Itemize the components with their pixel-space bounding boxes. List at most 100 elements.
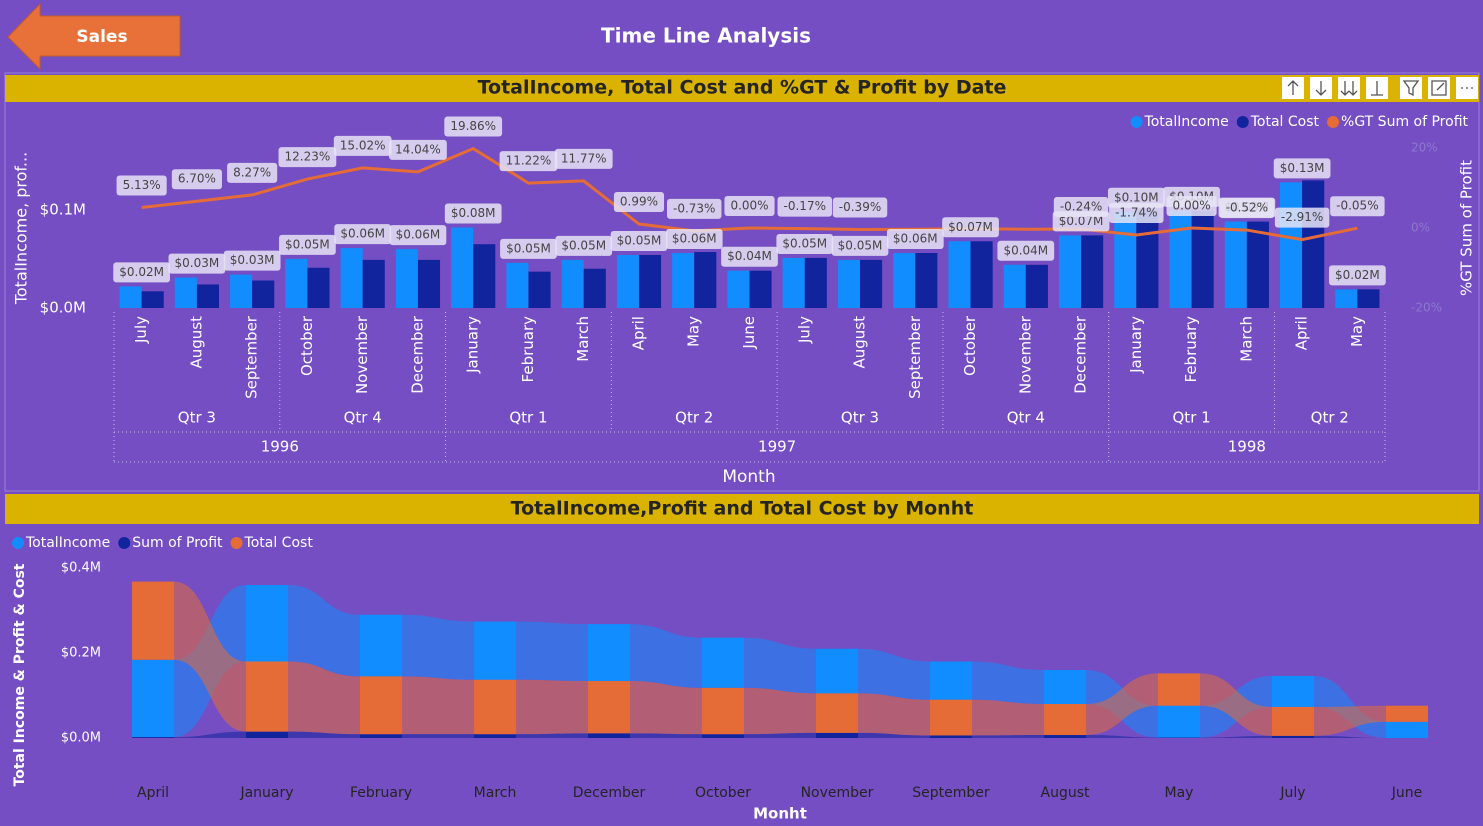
- x-tick-label: January: [239, 785, 293, 801]
- x-tick-label: August: [851, 316, 869, 369]
- data-label: -0.05%: [1336, 199, 1378, 213]
- data-label-bg: [389, 225, 447, 246]
- x-tick-label: October: [298, 315, 316, 376]
- data-label: 15.02%: [340, 138, 386, 152]
- x-tick-label: August: [1041, 785, 1091, 801]
- year-label: 1997: [758, 438, 796, 456]
- data-label: $0.05M: [617, 233, 662, 247]
- x-tick-label: February: [350, 785, 412, 801]
- bar: [528, 271, 551, 308]
- data-label: 0.99%: [620, 195, 658, 209]
- quarter-label: Qtr 4: [344, 409, 382, 427]
- x-tick-label: June: [740, 316, 758, 350]
- toolbar-button[interactable]: [1400, 77, 1422, 99]
- bar: [119, 286, 142, 308]
- ribbon: [1200, 735, 1272, 738]
- bar: [340, 248, 363, 308]
- bar: [196, 284, 219, 308]
- ribbon-column: [1044, 670, 1086, 704]
- title-bar: [5, 75, 1479, 102]
- y-axis-title: TotalIncome, prof...: [12, 152, 31, 305]
- ribbon-column: [1044, 735, 1086, 738]
- ribbon-column: [702, 734, 744, 738]
- bar: [141, 291, 164, 308]
- x-tick-label: August: [187, 316, 205, 369]
- ribbon-column: [930, 661, 972, 700]
- bar: [1280, 182, 1303, 308]
- ribbon: [744, 637, 816, 694]
- legend-label: TotalIncome: [25, 535, 110, 551]
- ribbon: [1314, 705, 1386, 736]
- chart-title: TotalIncome, Total Cost and %GT & Profit…: [478, 77, 1007, 99]
- ribbon-column: [360, 734, 402, 738]
- toolbar-button[interactable]: [1338, 77, 1360, 99]
- ribbon: [516, 733, 588, 738]
- data-label-bg: [942, 217, 999, 238]
- panel-border: [4, 72, 1480, 492]
- x-tick-label: March: [474, 785, 517, 801]
- bar: [230, 274, 253, 308]
- sales-button[interactable]: Sales: [7, 2, 181, 71]
- bar: [1003, 264, 1026, 308]
- ribbon-column: [1272, 675, 1314, 707]
- button-label[interactable]: Sales: [76, 27, 127, 47]
- ribbon: [516, 621, 588, 682]
- x-tick-label: October: [695, 785, 751, 801]
- ribbon: [858, 648, 930, 700]
- data-label: $0.08M: [451, 206, 496, 220]
- data-label: 0.00%: [1173, 199, 1211, 213]
- toolbar-icons: [1287, 80, 1473, 97]
- ribbon: [402, 734, 474, 738]
- data-label: -0.39%: [839, 200, 881, 214]
- quarter-label: Qtr 4: [1007, 409, 1045, 427]
- data-label: $0.04M: [727, 249, 772, 263]
- ribbon-column: [474, 621, 516, 680]
- data-label: $0.03M: [230, 253, 275, 267]
- bar: [860, 259, 883, 308]
- x-tick-label: December: [408, 315, 426, 394]
- data-label-bg: [1109, 202, 1164, 223]
- data-label: $0.04M: [1003, 243, 1048, 257]
- ribbon-column: [1044, 704, 1086, 736]
- data-label-bg: [1329, 265, 1386, 286]
- data-label-bg: [832, 197, 888, 218]
- ribbon-column: [1272, 735, 1314, 738]
- ribbon: [744, 687, 816, 735]
- y2-tick-label: -20%: [1411, 301, 1442, 315]
- y-tick-label: $0.0M: [61, 731, 101, 746]
- data-label-bg: [886, 229, 944, 250]
- ribbon: [630, 681, 702, 735]
- x-tick-label: February: [1182, 316, 1200, 383]
- x-tick-label: February: [519, 316, 537, 383]
- x-tick-label: October: [961, 315, 979, 376]
- arrow-shape[interactable]: [7, 2, 181, 71]
- ribbon-column: [588, 681, 630, 734]
- data-label: -0.17%: [784, 199, 826, 213]
- visual-toolbar[interactable]: [1282, 77, 1478, 99]
- legend-marker: [1236, 116, 1249, 128]
- data-label-bg: [499, 151, 558, 172]
- data-label: $0.06M: [396, 228, 441, 242]
- y2-tick-label: 0%: [1411, 221, 1430, 235]
- x-tick-label: September: [906, 315, 924, 399]
- x-axis-title: Month: [722, 467, 775, 487]
- bar: [362, 259, 385, 308]
- data-label: $0.10M: [1114, 190, 1159, 204]
- ribbon: [288, 731, 360, 738]
- bar: [616, 254, 639, 308]
- bar: [915, 253, 938, 308]
- bar: [948, 241, 971, 308]
- ribbon: [858, 732, 930, 738]
- legend-label: Total Cost: [244, 535, 314, 551]
- title-bar: [5, 494, 1479, 524]
- bar: [749, 270, 772, 308]
- bar: [1169, 210, 1192, 308]
- data-label-bg: [555, 235, 613, 256]
- ribbon-column: [1158, 705, 1200, 738]
- data-label-bg: [1053, 196, 1109, 217]
- data-label: $0.06M: [672, 232, 717, 246]
- quarter-label: Qtr 1: [509, 409, 547, 427]
- y2-tick-label: 20%: [1411, 141, 1438, 155]
- ribbon-column: [1158, 673, 1200, 706]
